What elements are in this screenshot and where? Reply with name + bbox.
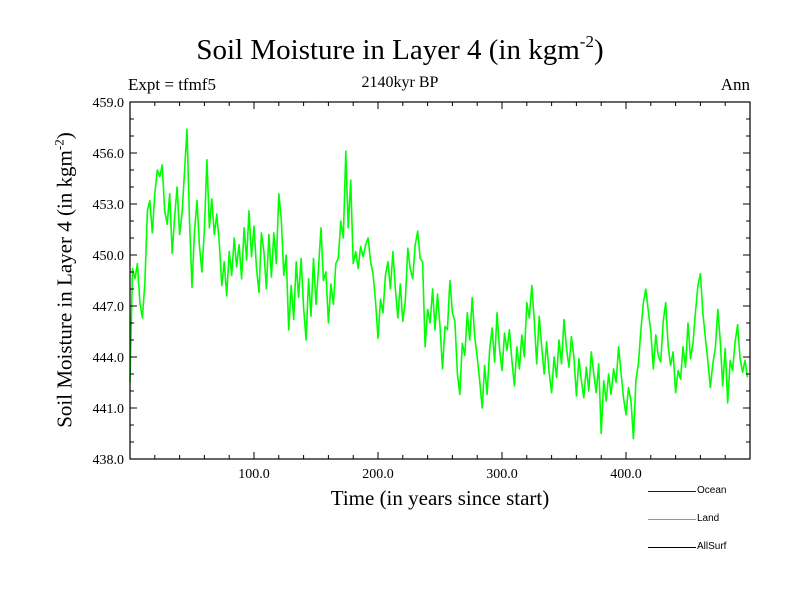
legend-line-allsurf	[648, 547, 696, 548]
legend-label-land: Land	[697, 513, 720, 524]
legend-line-land	[648, 519, 696, 520]
season-label: Ann	[720, 75, 750, 94]
chart-title: Soil Moisture in Layer 4 (in kgm-2)	[196, 32, 604, 66]
x-axis-label: Time (in years since start)	[330, 486, 550, 510]
y-axis-label: Soil Moisture in Layer 4 (in kgm-2)	[51, 132, 77, 428]
series-line-land	[129, 128, 749, 440]
y-tick-label: 453.0	[93, 198, 125, 213]
x-tick-label: 200.0	[362, 467, 394, 482]
y-tick-label: 456.0	[93, 147, 125, 162]
plot-frame	[129, 101, 751, 460]
x-tick-label: 300.0	[486, 467, 518, 482]
legend-label-ocean: Ocean	[697, 485, 727, 496]
y-tick-label: 444.0	[93, 351, 125, 366]
y-tick-label: 459.0	[93, 96, 125, 111]
legend-line-ocean	[648, 491, 696, 492]
y-tick-label: 447.0	[93, 300, 125, 315]
y-tick-label: 441.0	[93, 402, 125, 417]
legend-label-allsurf: AllSurf	[697, 541, 727, 552]
x-tick-label: 400.0	[610, 467, 642, 482]
x-tick-label: 100.0	[238, 467, 270, 482]
experiment-label: Expt = tfmf5	[128, 75, 216, 94]
chart-subtitle: 2140kyr BP	[361, 74, 439, 91]
y-tick-label: 450.0	[93, 249, 125, 264]
y-tick-label: 438.0	[93, 453, 125, 468]
